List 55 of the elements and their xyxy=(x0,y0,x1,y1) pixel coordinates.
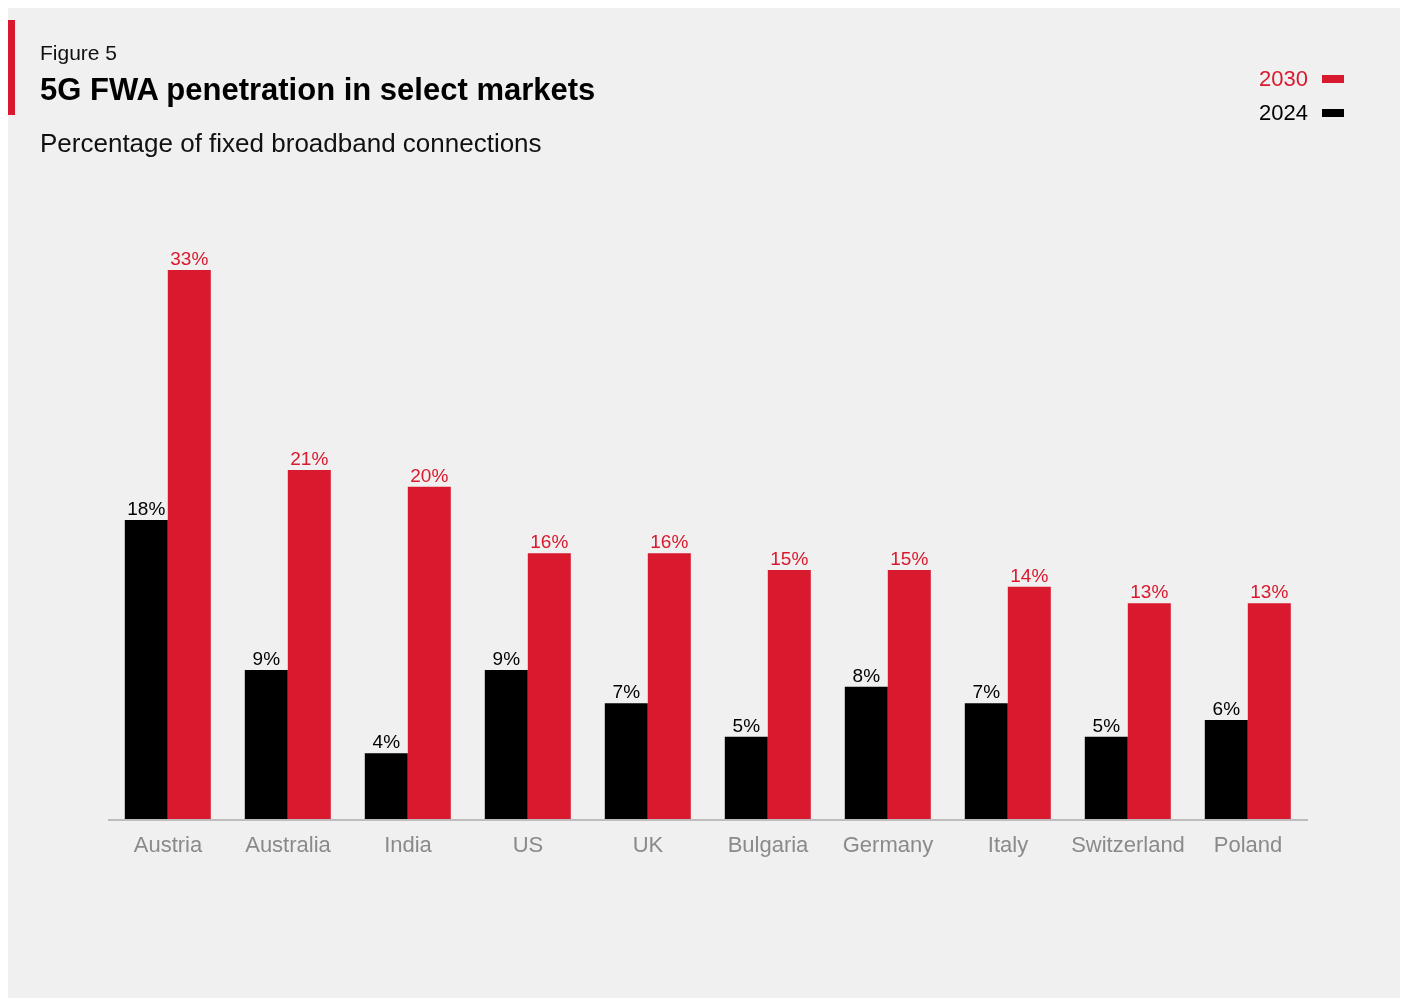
legend-label: 2030 xyxy=(1259,66,1308,92)
data-label: 21% xyxy=(290,448,329,469)
x-tick-label: Australia xyxy=(245,831,332,857)
data-label: 16% xyxy=(530,531,569,553)
x-tick-label: Germany xyxy=(842,831,934,857)
bar xyxy=(287,470,331,820)
bar xyxy=(1247,603,1291,820)
x-tick-label: US xyxy=(512,831,544,857)
data-label: 13% xyxy=(1250,581,1289,603)
data-label: 9% xyxy=(492,648,521,669)
bar xyxy=(844,686,888,820)
data-label: 7% xyxy=(612,681,641,703)
data-label: 4% xyxy=(372,731,401,753)
data-label: 18% xyxy=(127,498,166,519)
bar xyxy=(767,570,811,820)
data-label: 8% xyxy=(852,664,881,686)
x-tick-label: Italy xyxy=(987,831,1029,857)
data-label: 13% xyxy=(1130,581,1169,603)
x-tick-label: India xyxy=(384,831,433,857)
bar xyxy=(527,553,571,820)
x-tick-label: Poland xyxy=(1213,831,1283,857)
legend-label: 2024 xyxy=(1259,100,1308,126)
x-tick-label: Bulgaria xyxy=(727,831,810,857)
bar xyxy=(647,553,691,820)
data-label: 9% xyxy=(252,648,281,669)
bar xyxy=(1084,736,1128,820)
chart-subtitle: Percentage of fixed broadband connections xyxy=(40,128,542,159)
bar xyxy=(244,670,288,820)
chart-title: 5G FWA penetration in select markets xyxy=(40,72,596,108)
data-label: 6% xyxy=(1212,698,1241,719)
bar xyxy=(484,670,528,820)
data-label: 15% xyxy=(770,548,809,569)
bar xyxy=(167,270,211,820)
bar xyxy=(604,703,648,820)
x-tick-label: Austria xyxy=(133,831,203,857)
data-label: 16% xyxy=(650,531,689,553)
data-label: 5% xyxy=(732,714,761,736)
data-label: 5% xyxy=(1092,714,1121,736)
bar xyxy=(964,703,1008,820)
bar xyxy=(364,753,408,820)
data-label: 15% xyxy=(890,548,929,569)
data-label: 33% xyxy=(170,248,209,269)
bar xyxy=(1127,603,1171,820)
x-tick-label: Switzerland xyxy=(1071,831,1185,857)
data-label: 14% xyxy=(1010,564,1049,586)
bar xyxy=(124,520,168,820)
data-label: 20% xyxy=(410,464,449,486)
bar xyxy=(887,570,931,820)
bar xyxy=(724,736,768,820)
bar xyxy=(1007,586,1051,820)
data-label: 7% xyxy=(972,681,1001,703)
caption: Figure 5 xyxy=(40,41,118,65)
x-tick-label: UK xyxy=(632,831,664,857)
bar xyxy=(1204,720,1248,820)
bar xyxy=(407,486,451,820)
